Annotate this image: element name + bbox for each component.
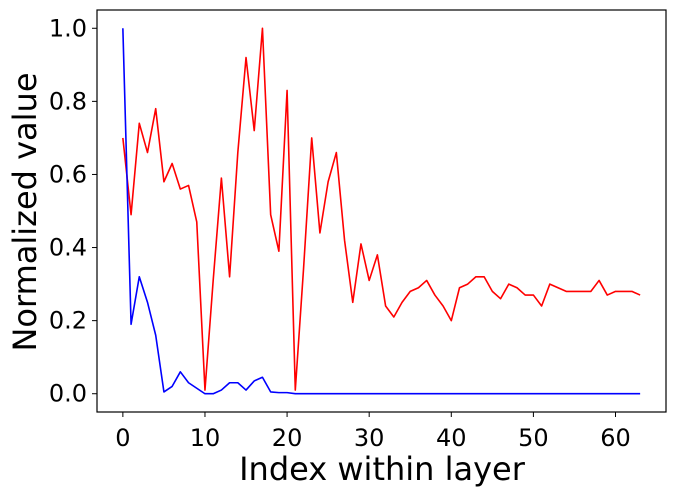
x-axis-label: Index within layer: [239, 450, 526, 488]
y-tick-label: 0.0: [49, 380, 87, 408]
x-tick-label: 20: [272, 424, 303, 452]
y-tick-label: 0.6: [49, 160, 87, 188]
y-tick-label: 0.4: [49, 234, 87, 262]
x-tick-label: 0: [115, 424, 130, 452]
x-tick-label: 40: [436, 424, 467, 452]
x-tick-label: 10: [190, 424, 221, 452]
y-tick-label: 0.8: [49, 87, 87, 115]
x-tick-label: 30: [354, 424, 385, 452]
plot-frame: [96, 9, 667, 413]
x-axis-ticks: 0 10 20 30 40 50 60: [115, 412, 631, 452]
y-axis-ticks: 0.0 0.2 0.4 0.6 0.8 1.0: [49, 14, 97, 408]
series-layer: [122, 27, 641, 395]
series-line-1: [122, 27, 641, 391]
y-tick-label: 0.2: [49, 307, 87, 335]
series-line-2: [122, 28, 641, 395]
x-tick-label: 50: [518, 424, 549, 452]
y-axis-label: Normalized value: [6, 72, 44, 351]
x-tick-label: 60: [600, 424, 631, 452]
y-tick-label: 1.0: [49, 14, 87, 42]
